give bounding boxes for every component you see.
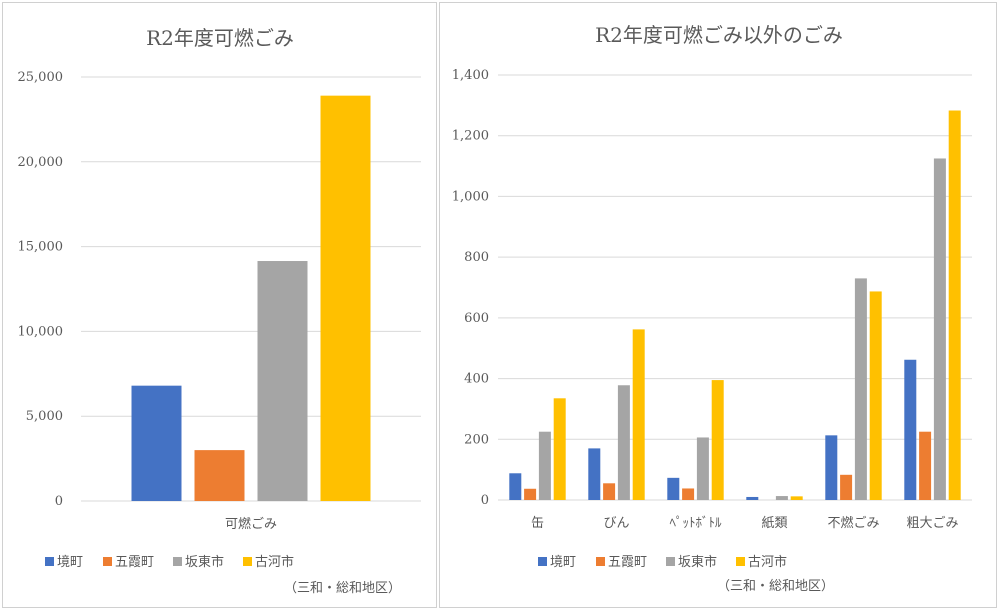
chart-title: R2年度可燃ごみ [146, 26, 294, 50]
y-tick-label: 400 [464, 372, 489, 387]
legend-swatch [103, 557, 112, 566]
y-tick-label: 5,000 [26, 409, 63, 424]
legend-label: 坂東市 [185, 554, 224, 570]
bar [524, 488, 537, 500]
y-tick-label: 15,000 [18, 240, 64, 255]
bar [603, 483, 616, 500]
bar [553, 398, 566, 500]
bar [904, 359, 917, 500]
bar [509, 473, 522, 500]
chart-panel-right: R2年度可燃ごみ以外のごみ 0 200 400 600 800 1,000 1,200 1,4… [439, 2, 997, 608]
chart-right: R2年度可燃ごみ以外のごみ 0 200 400 600 800 1,000 1,200 1,4… [452, 23, 972, 594]
legend-label: 古河市 [255, 554, 294, 570]
bar [538, 431, 551, 500]
x-category-label: 可燃ごみ [225, 516, 277, 532]
legend-swatch [173, 557, 182, 566]
bar [320, 95, 371, 501]
bar [746, 496, 759, 500]
bar [194, 450, 245, 501]
legend-swatch [736, 557, 745, 566]
chart-panel-left: R2年度可燃ごみ 0 5,000 10,000 15,000 20,000 25,000 … [2, 2, 437, 608]
legend-label: 坂東市 [678, 554, 717, 570]
x-category-label: 紙類 [761, 516, 787, 531]
legend-swatch [538, 557, 547, 566]
legend-label: 境町 [57, 555, 83, 570]
y-tick-label: 1,400 [452, 68, 489, 83]
y-tick-label: 1,200 [452, 129, 489, 144]
chart-note: （三和・総和地区） [284, 581, 401, 596]
bar [682, 488, 695, 500]
x-category-label: びん [603, 516, 629, 531]
y-tick-label: 600 [464, 311, 489, 326]
bar [869, 291, 882, 500]
chart-left: R2年度可燃ごみ 05,00010,00015,00020,00025,000 … [18, 26, 421, 596]
y-tick-label: 0 [55, 494, 63, 509]
bar [696, 437, 709, 500]
legend-label: 古河市 [748, 554, 787, 570]
y-tick-label: 25,000 [18, 70, 64, 85]
legend-swatch [45, 557, 54, 566]
x-category-label: 缶 [531, 516, 544, 531]
bar [825, 435, 838, 500]
bar [588, 448, 601, 500]
bar [617, 385, 630, 500]
bar [919, 431, 932, 500]
y-tick-label: 0 [481, 493, 489, 508]
x-category-label: ﾍﾟｯﾄﾎﾞﾄﾙ [670, 516, 723, 531]
legend-label: 五霞町 [608, 555, 647, 570]
bar [854, 278, 867, 500]
bar [632, 329, 645, 500]
bar [257, 261, 308, 501]
legend-swatch [666, 557, 675, 566]
bar [948, 110, 961, 501]
bar [667, 477, 680, 500]
chart-title: R2年度可燃ごみ以外のごみ [595, 23, 843, 47]
bar [840, 474, 853, 500]
legend-label: 境町 [550, 555, 576, 570]
y-tick-label: 200 [464, 432, 489, 447]
x-category-label: 不燃ごみ [827, 515, 879, 531]
bar [131, 385, 182, 501]
legend-swatch [596, 557, 605, 566]
chart-note: （三和・総和地区） [717, 579, 834, 594]
y-tick-label: 800 [464, 250, 489, 265]
bar [711, 380, 724, 500]
y-tick-label: 10,000 [18, 324, 64, 339]
y-tick-label: 20,000 [18, 155, 64, 170]
bar [775, 496, 788, 500]
legend-label: 五霞町 [115, 555, 154, 570]
bar [933, 158, 946, 500]
bar [790, 496, 803, 500]
x-category-label: 粗大ごみ [906, 515, 958, 531]
legend-swatch [243, 557, 252, 566]
y-tick-label: 1,000 [452, 189, 489, 204]
